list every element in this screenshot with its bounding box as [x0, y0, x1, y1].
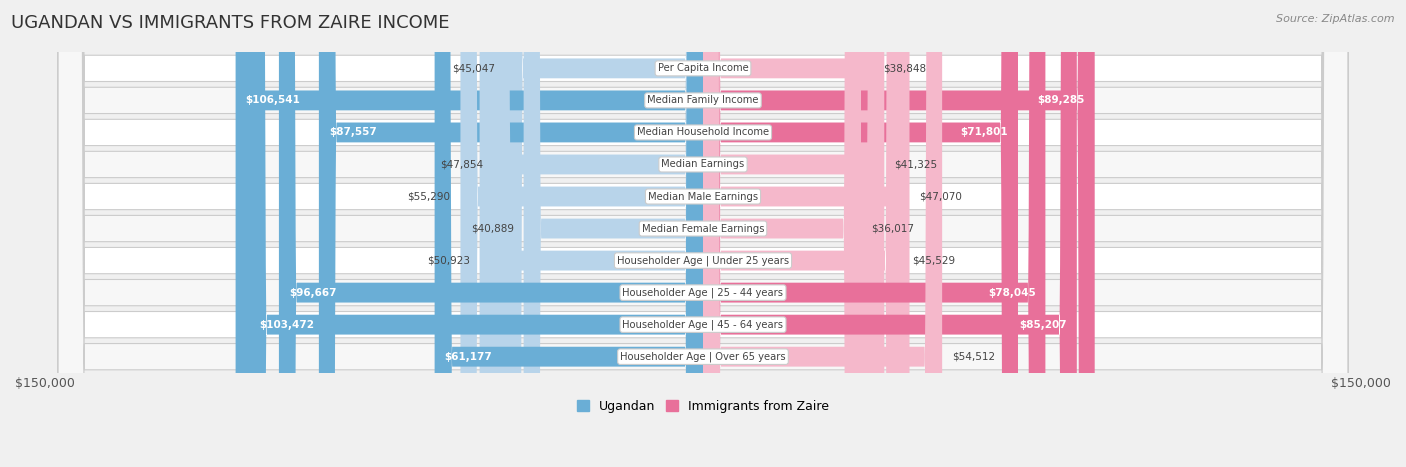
Text: $61,177: $61,177	[444, 352, 492, 361]
FancyBboxPatch shape	[278, 0, 703, 467]
Text: Median Household Income: Median Household Income	[637, 127, 769, 137]
Text: $41,325: $41,325	[894, 159, 938, 170]
Text: Median Earnings: Median Earnings	[661, 159, 745, 170]
Text: $40,889: $40,889	[471, 224, 513, 234]
FancyBboxPatch shape	[58, 0, 1348, 467]
Text: Median Male Earnings: Median Male Earnings	[648, 191, 758, 202]
Text: $103,472: $103,472	[259, 319, 314, 330]
FancyBboxPatch shape	[479, 0, 703, 467]
FancyBboxPatch shape	[494, 0, 703, 467]
Text: $55,290: $55,290	[408, 191, 450, 202]
Text: $50,923: $50,923	[427, 255, 470, 266]
Text: $87,557: $87,557	[329, 127, 377, 137]
FancyBboxPatch shape	[703, 0, 910, 467]
FancyBboxPatch shape	[523, 0, 703, 467]
Text: $47,070: $47,070	[920, 191, 962, 202]
Text: $38,848: $38,848	[883, 64, 927, 73]
FancyBboxPatch shape	[319, 0, 703, 467]
Text: $36,017: $36,017	[870, 224, 914, 234]
Legend: Ugandan, Immigrants from Zaire: Ugandan, Immigrants from Zaire	[572, 395, 834, 417]
FancyBboxPatch shape	[58, 0, 1348, 467]
Text: $45,047: $45,047	[453, 64, 495, 73]
FancyBboxPatch shape	[703, 0, 860, 467]
Text: Median Family Income: Median Family Income	[647, 95, 759, 106]
Text: $47,854: $47,854	[440, 159, 484, 170]
FancyBboxPatch shape	[58, 0, 1348, 467]
FancyBboxPatch shape	[249, 0, 703, 467]
FancyBboxPatch shape	[505, 0, 703, 467]
Text: Householder Age | 25 - 44 years: Householder Age | 25 - 44 years	[623, 287, 783, 298]
FancyBboxPatch shape	[236, 0, 703, 467]
FancyBboxPatch shape	[703, 0, 942, 467]
Text: Median Female Earnings: Median Female Earnings	[641, 224, 765, 234]
Text: Householder Age | Over 65 years: Householder Age | Over 65 years	[620, 352, 786, 362]
FancyBboxPatch shape	[58, 0, 1348, 467]
FancyBboxPatch shape	[58, 0, 1348, 467]
Text: $71,801: $71,801	[960, 127, 1008, 137]
Text: $54,512: $54,512	[952, 352, 995, 361]
FancyBboxPatch shape	[58, 0, 1348, 467]
FancyBboxPatch shape	[703, 0, 1018, 467]
FancyBboxPatch shape	[58, 0, 1348, 467]
FancyBboxPatch shape	[434, 0, 703, 467]
Text: $78,045: $78,045	[988, 288, 1035, 297]
FancyBboxPatch shape	[460, 0, 703, 467]
Text: $106,541: $106,541	[246, 95, 301, 106]
Text: UGANDAN VS IMMIGRANTS FROM ZAIRE INCOME: UGANDAN VS IMMIGRANTS FROM ZAIRE INCOME	[11, 14, 450, 32]
FancyBboxPatch shape	[703, 0, 1077, 467]
Text: $89,285: $89,285	[1038, 95, 1085, 106]
FancyBboxPatch shape	[703, 0, 903, 467]
Text: Householder Age | 45 - 64 years: Householder Age | 45 - 64 years	[623, 319, 783, 330]
FancyBboxPatch shape	[58, 0, 1348, 467]
FancyBboxPatch shape	[703, 0, 1095, 467]
Text: Householder Age | Under 25 years: Householder Age | Under 25 years	[617, 255, 789, 266]
FancyBboxPatch shape	[703, 0, 873, 467]
Text: $96,667: $96,667	[288, 288, 336, 297]
Text: $85,207: $85,207	[1019, 319, 1067, 330]
FancyBboxPatch shape	[58, 0, 1348, 467]
FancyBboxPatch shape	[703, 0, 884, 467]
Text: Source: ZipAtlas.com: Source: ZipAtlas.com	[1277, 14, 1395, 24]
FancyBboxPatch shape	[703, 0, 1046, 467]
FancyBboxPatch shape	[58, 0, 1348, 467]
Text: Per Capita Income: Per Capita Income	[658, 64, 748, 73]
Text: $45,529: $45,529	[912, 255, 956, 266]
